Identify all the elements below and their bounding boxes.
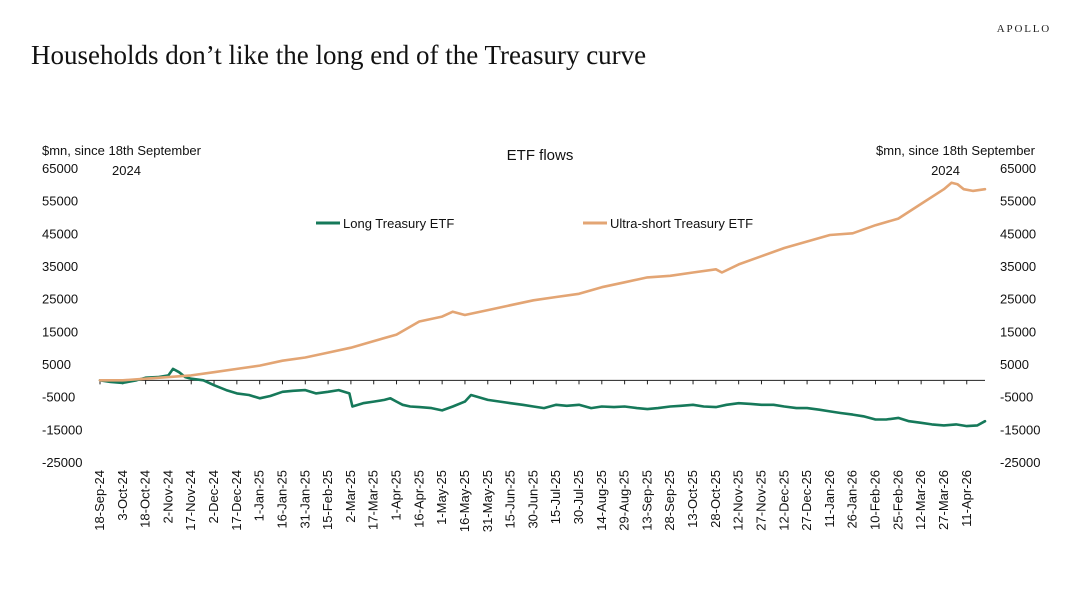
x-tick-label: 16-May-25 bbox=[457, 470, 472, 532]
y-left-tick-label: 45000 bbox=[42, 226, 78, 241]
x-tick-label: 28-Oct-25 bbox=[708, 470, 723, 528]
x-tick-label: 11-Apr-26 bbox=[959, 470, 974, 527]
chart-title: ETF flows bbox=[507, 147, 574, 164]
x-tick-label: 30-Jun-25 bbox=[525, 470, 540, 529]
y-left-tick-label: 35000 bbox=[42, 259, 78, 274]
x-tick-label: 27-Mar-26 bbox=[936, 470, 951, 530]
left-axis-unit-line2: 2024 bbox=[112, 163, 141, 178]
y-right-tick-label: -5000 bbox=[1000, 390, 1033, 405]
legend-label-long: Long Treasury ETF bbox=[343, 216, 454, 231]
x-tick-label: 13-Sep-25 bbox=[639, 470, 654, 531]
x-tick-label: 27-Dec-25 bbox=[799, 470, 814, 531]
x-tick-label: 2-Dec-24 bbox=[206, 470, 221, 523]
y-left-tick-label: -15000 bbox=[42, 422, 82, 437]
x-tick-label: 17-Nov-24 bbox=[183, 470, 198, 531]
y-right-tick-label: 55000 bbox=[1000, 194, 1036, 209]
x-tick-label: 15-Jun-25 bbox=[503, 470, 518, 529]
x-tick-label: 16-Jan-25 bbox=[274, 470, 289, 529]
y-right-tick-label: 65000 bbox=[1000, 161, 1036, 176]
series-lines bbox=[98, 181, 987, 428]
x-tick-label: 12-Nov-25 bbox=[731, 470, 746, 531]
x-tick-label: 18-Sep-24 bbox=[92, 470, 107, 531]
y-right-tick-label: -15000 bbox=[1000, 422, 1040, 437]
right-y-axis: 65000 55000 45000 35000 25000 15000 5000 -5000 -… bbox=[1000, 161, 1040, 470]
y-right-tick-label: 35000 bbox=[1000, 259, 1036, 274]
y-left-tick-label: -25000 bbox=[42, 455, 82, 470]
left-axis-unit-line1: $mn, since 18th September bbox=[42, 143, 202, 158]
y-left-tick-label: 5000 bbox=[42, 357, 71, 372]
x-axis: 18-Sep-24 3-Oct-24 18-Oct-24 2-Nov-24 17-Nov… bbox=[92, 379, 985, 532]
x-tick-label: 16-Apr-25 bbox=[411, 470, 426, 528]
y-left-tick-label: 55000 bbox=[42, 194, 78, 209]
x-tick-label: 26-Jan-26 bbox=[845, 470, 860, 529]
x-tick-label: 27-Nov-25 bbox=[753, 470, 768, 531]
x-tick-label: 3-Oct-24 bbox=[115, 470, 130, 521]
series-line-long-treasury bbox=[98, 367, 987, 428]
x-tick-label: 17-Mar-25 bbox=[366, 470, 381, 530]
x-tick-label: 25-Feb-26 bbox=[890, 470, 905, 530]
legend: Long Treasury ETF Ultra-short Treasury E… bbox=[316, 216, 753, 231]
x-tick-label: 2-Mar-25 bbox=[343, 470, 358, 523]
y-right-tick-label: 5000 bbox=[1000, 357, 1029, 372]
x-tick-label: 13-Oct-25 bbox=[685, 470, 700, 528]
x-tick-label: 14-Aug-25 bbox=[594, 470, 609, 531]
page-title: Households don’t like the long end of th… bbox=[31, 40, 647, 70]
x-tick-label: 10-Feb-26 bbox=[868, 470, 883, 530]
y-right-tick-label: 25000 bbox=[1000, 292, 1036, 307]
x-tick-label: 30-Jul-25 bbox=[571, 470, 586, 524]
x-tick-label: 12-Mar-26 bbox=[913, 470, 928, 530]
y-right-tick-label: 45000 bbox=[1000, 226, 1036, 241]
y-right-tick-label: 15000 bbox=[1000, 324, 1036, 339]
y-left-tick-label: 25000 bbox=[42, 292, 78, 307]
x-tick-label: 31-May-25 bbox=[480, 470, 495, 532]
y-left-tick-label: 15000 bbox=[42, 324, 78, 339]
x-tick-label: 1-Apr-25 bbox=[389, 470, 404, 521]
x-tick-label: 12-Dec-25 bbox=[776, 470, 791, 531]
y-right-tick-label: -25000 bbox=[1000, 455, 1040, 470]
x-tick-label: 18-Oct-24 bbox=[138, 470, 153, 528]
x-tick-label: 1-May-25 bbox=[434, 470, 449, 525]
series-line-ultra-short-treasury bbox=[98, 181, 987, 382]
y-left-tick-label: 65000 bbox=[42, 161, 78, 176]
x-tick-label: 2-Nov-24 bbox=[160, 470, 175, 523]
brand-logo: APOLLO bbox=[996, 23, 1051, 35]
x-tick-label: 11-Jan-26 bbox=[822, 470, 837, 528]
x-tick-label: 17-Dec-24 bbox=[229, 470, 244, 531]
x-tick-label: 28-Sep-25 bbox=[662, 470, 677, 531]
x-tick-label: 15-Jul-25 bbox=[548, 470, 563, 524]
x-tick-label: 15-Feb-25 bbox=[320, 470, 335, 530]
x-tick-label: 31-Jan-25 bbox=[297, 470, 312, 529]
y-left-tick-label: -5000 bbox=[42, 390, 75, 405]
left-y-axis: 65000 55000 45000 35000 25000 15000 5000 -5000 -… bbox=[42, 161, 82, 470]
right-axis-unit-line2: 2024 bbox=[931, 163, 960, 178]
right-axis-unit-line1: $mn, since 18th September bbox=[876, 143, 1036, 158]
legend-label-ultra: Ultra-short Treasury ETF bbox=[610, 216, 753, 231]
x-tick-label: 29-Aug-25 bbox=[617, 470, 632, 531]
x-tick-label: 1-Jan-25 bbox=[252, 470, 267, 521]
